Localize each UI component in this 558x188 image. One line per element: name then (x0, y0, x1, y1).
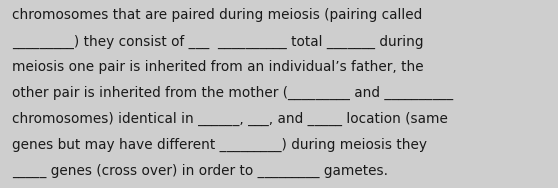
Text: _________) they consist of ___  __________ total _______ during: _________) they consist of ___ _________… (12, 34, 424, 49)
Text: other pair is inherited from the mother (_________ and __________: other pair is inherited from the mother … (12, 86, 454, 100)
Text: genes but may have different _________) during meiosis they: genes but may have different _________) … (12, 138, 427, 152)
Text: meiosis one pair is inherited from an individual’s father, the: meiosis one pair is inherited from an in… (12, 60, 424, 74)
Text: chromosomes that are paired during meiosis (pairing called: chromosomes that are paired during meios… (12, 8, 422, 22)
Text: chromosomes) identical in ______, ___, and _____ location (same: chromosomes) identical in ______, ___, a… (12, 112, 448, 126)
Text: _____ genes (cross over) in order to _________ gametes.: _____ genes (cross over) in order to ___… (12, 164, 388, 178)
